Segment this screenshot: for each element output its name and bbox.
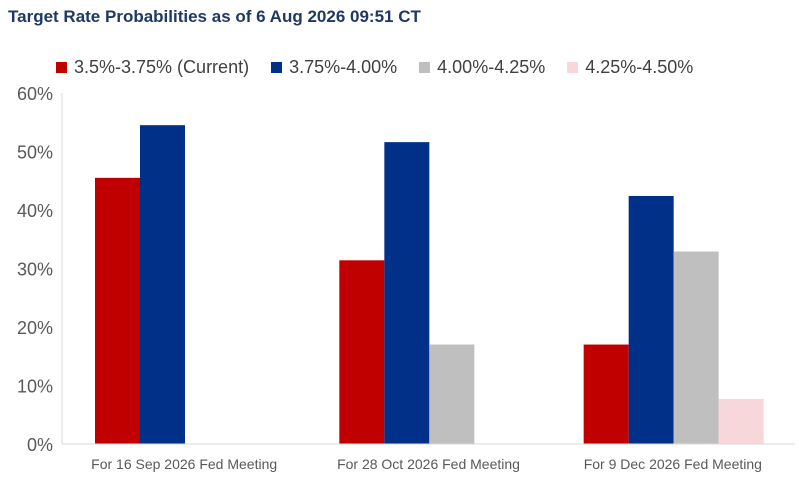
y-tick-label: 20% (17, 318, 53, 338)
bar (583, 344, 629, 444)
legend-label: 4.25%-4.50% (585, 57, 694, 77)
legend-swatch (419, 62, 431, 73)
chart-legend: 3.5%-3.75% (Current) 3.75%-4.00% 4.00%-4… (56, 57, 715, 78)
y-axis: 0% 10% 20% 30% 40% 50% 60% (17, 84, 63, 455)
bar (384, 142, 430, 444)
bar (95, 177, 140, 444)
legend-swatch (271, 62, 283, 73)
bar (673, 251, 719, 444)
bar (718, 398, 764, 444)
bars (95, 125, 764, 445)
chart-title: Target Rate Probabilities as of 6 Aug 20… (8, 7, 421, 26)
y-tick-label: 0% (27, 435, 53, 455)
bar (429, 344, 475, 444)
x-tick-label: For 9 Dec 2026 Fed Meeting (584, 456, 762, 472)
legend-label: 3.75%-4.00% (289, 57, 398, 77)
legend-item-375-400: 3.75%-4.00% (271, 57, 397, 78)
legend-item-400-425: 4.00%-4.25% (419, 57, 545, 78)
y-tick-label: 30% (17, 260, 53, 280)
x-axis: For 16 Sep 2026 Fed Meeting For 28 Oct 20… (62, 443, 795, 472)
y-tick-label: 60% (17, 84, 53, 104)
bar (628, 195, 674, 444)
legend-label: 3.5%-3.75% (Current) (74, 57, 250, 77)
bar (140, 125, 185, 445)
legend-swatch (567, 62, 579, 73)
y-tick-label: 10% (17, 377, 53, 397)
bar (339, 260, 385, 444)
legend-swatch (56, 62, 67, 73)
legend-item-425-450: 4.25%-4.50% (567, 57, 693, 78)
y-tick-label: 40% (17, 201, 53, 221)
legend-label: 4.00%-4.25% (437, 57, 546, 77)
x-tick-label: For 28 Oct 2026 Fed Meeting (337, 456, 520, 472)
x-tick-label: For 16 Sep 2026 Fed Meeting (91, 456, 277, 472)
y-tick-label: 50% (17, 143, 53, 163)
legend-item-current: 3.5%-3.75% (Current) (56, 57, 249, 78)
